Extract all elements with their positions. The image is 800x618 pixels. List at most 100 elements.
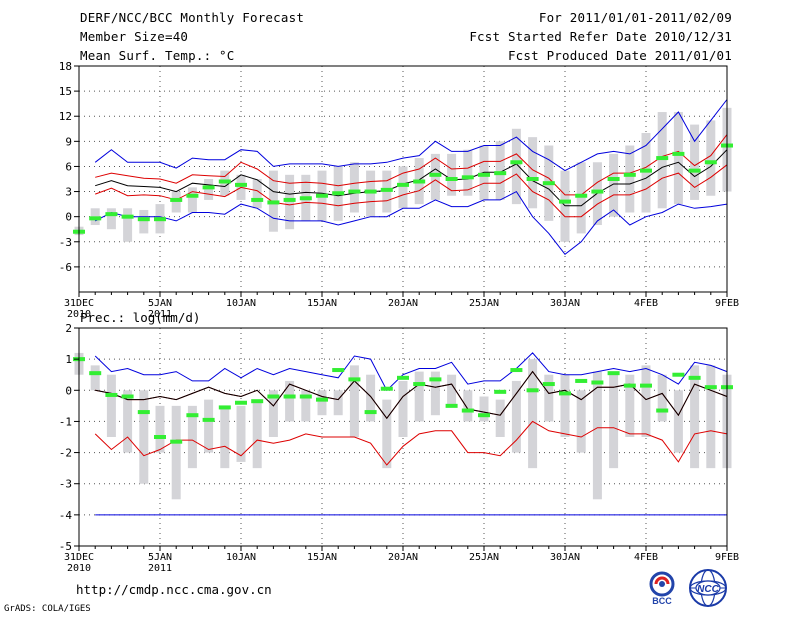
prec-spread-box — [576, 390, 586, 453]
prec-median-mark — [672, 372, 685, 377]
temp-median-mark — [299, 196, 312, 201]
prec-spread-box — [220, 405, 230, 469]
temp-median-mark — [316, 193, 328, 198]
temp-median-mark — [478, 172, 490, 177]
prec-median-mark — [429, 377, 442, 382]
bcc-logo: BCC — [649, 571, 675, 606]
temp-median-mark — [542, 181, 555, 186]
temp-spread-box — [706, 120, 716, 196]
temp-spread-box — [123, 208, 133, 242]
prec-xtick-year: 2010 — [67, 563, 91, 574]
temp-spread-box — [447, 153, 457, 196]
prec-median-mark — [559, 391, 571, 396]
prec-xtick-label: 20JAN — [388, 552, 418, 563]
temp-spread-box — [463, 149, 473, 196]
temp-median-mark — [575, 193, 588, 198]
prec-mean-line — [95, 370, 728, 420]
source-url[interactable]: http://cmdp.ncc.cma.gov.cn — [76, 582, 272, 597]
temp-median-mark — [607, 177, 620, 181]
prec-median-mark — [478, 413, 490, 418]
prec-ytick-label: -3 — [59, 478, 72, 491]
prec-median-mark — [332, 368, 345, 373]
prec-spread-box — [349, 365, 359, 437]
prec-spread-box — [690, 365, 700, 469]
prec-median-mark — [575, 378, 588, 383]
prec-median-mark — [235, 400, 247, 405]
temp-spread-box — [495, 141, 505, 200]
prec-spread-box — [414, 371, 424, 422]
prec-median-mark — [137, 410, 150, 415]
temp-xtick-label: 4FEB — [634, 298, 658, 309]
temp-ytick-label: 18 — [59, 60, 72, 73]
prec-variable-label: Prec.: log(mm/d) — [80, 310, 200, 325]
temp-xtick-label: 31DEC — [64, 298, 94, 309]
temp-median-mark — [283, 197, 296, 202]
prec-xtick-label: 9FEB — [715, 552, 739, 563]
prec-spread-box — [187, 405, 197, 469]
temp-spread-box — [625, 145, 635, 213]
temp-median-mark — [251, 197, 264, 202]
temp-outer-lower-line — [94, 190, 728, 256]
temp-spread-box — [430, 153, 440, 200]
prec-xtick-label: 25JAN — [469, 552, 499, 563]
temp-ytick-label: 6 — [65, 160, 72, 173]
prec-median-mark — [494, 389, 507, 394]
prec-spread-box — [706, 365, 716, 469]
prec-spread-box — [657, 374, 667, 422]
prec-spread-box — [592, 371, 602, 500]
temp-outer-upper-line — [94, 99, 728, 172]
temp-median-mark — [154, 217, 166, 222]
ncc-logo: NCC — [689, 569, 727, 607]
temp-inner-upper-line — [95, 134, 728, 196]
prec-median-mark — [591, 380, 604, 385]
temp-median-mark — [461, 175, 474, 180]
temp-median-mark — [672, 151, 685, 156]
temp-median-mark — [121, 214, 134, 219]
forecast-period: For 2011/01/01-2011/02/09 — [538, 10, 732, 25]
temp-xtick-label: 30JAN — [550, 298, 580, 309]
prec-xtick-label: 30JAN — [550, 552, 580, 563]
prec-median-mark — [89, 371, 102, 376]
prec-median-mark — [364, 410, 377, 415]
prec-ytick-label: -4 — [59, 509, 73, 522]
svg-text:NCC: NCC — [697, 584, 719, 595]
svg-text:BCC: BCC — [652, 596, 672, 606]
temp-median-mark — [105, 212, 118, 217]
temp-inner-lower-line — [95, 164, 728, 218]
prec-spread-box — [123, 390, 133, 453]
prec-inner-lower-line — [94, 420, 728, 466]
temp-spread-box — [171, 191, 181, 213]
temp-spread-box — [657, 112, 667, 209]
prec-median-mark — [202, 417, 215, 422]
temp-xtick-year: 2011 — [148, 309, 172, 320]
prec-spread-box — [106, 374, 116, 437]
prec-median-mark — [526, 388, 539, 393]
temp-median-mark — [397, 182, 409, 187]
prec-spread-box — [333, 390, 343, 416]
temp-spread-box — [139, 209, 149, 234]
prec-spread-box — [511, 380, 521, 453]
temp-median-mark — [235, 182, 247, 187]
temp-median-mark — [364, 189, 377, 194]
prec-spread-box — [609, 374, 619, 469]
prec-ytick-label: 2 — [65, 322, 72, 335]
prec-median-mark — [688, 375, 701, 380]
prec-ytick-label: 0 — [65, 384, 72, 397]
temp-spread-box — [641, 132, 651, 213]
forecast-produced-date: Fcst Produced Date 2011/01/01 — [507, 48, 732, 63]
prec-xtick-year: 2011 — [148, 563, 172, 574]
temp-xtick-label: 5JAN — [148, 298, 172, 309]
temp-spread-box — [187, 187, 197, 213]
grads-credit: GrADS: COLA/IGES — [4, 604, 91, 614]
temp-spread-box — [349, 162, 359, 213]
prec-median-mark — [445, 403, 458, 408]
temp-variable-label: Mean Surf. Temp.: °C — [80, 48, 235, 63]
temp-spread-box — [673, 112, 683, 205]
prec-median-mark — [186, 413, 199, 418]
prec-ytick-label: -1 — [59, 415, 72, 428]
prec-spread-box — [382, 399, 392, 469]
prec-spread-box — [301, 390, 311, 422]
prec-spread-box — [366, 374, 376, 422]
temp-median-mark — [656, 156, 669, 161]
